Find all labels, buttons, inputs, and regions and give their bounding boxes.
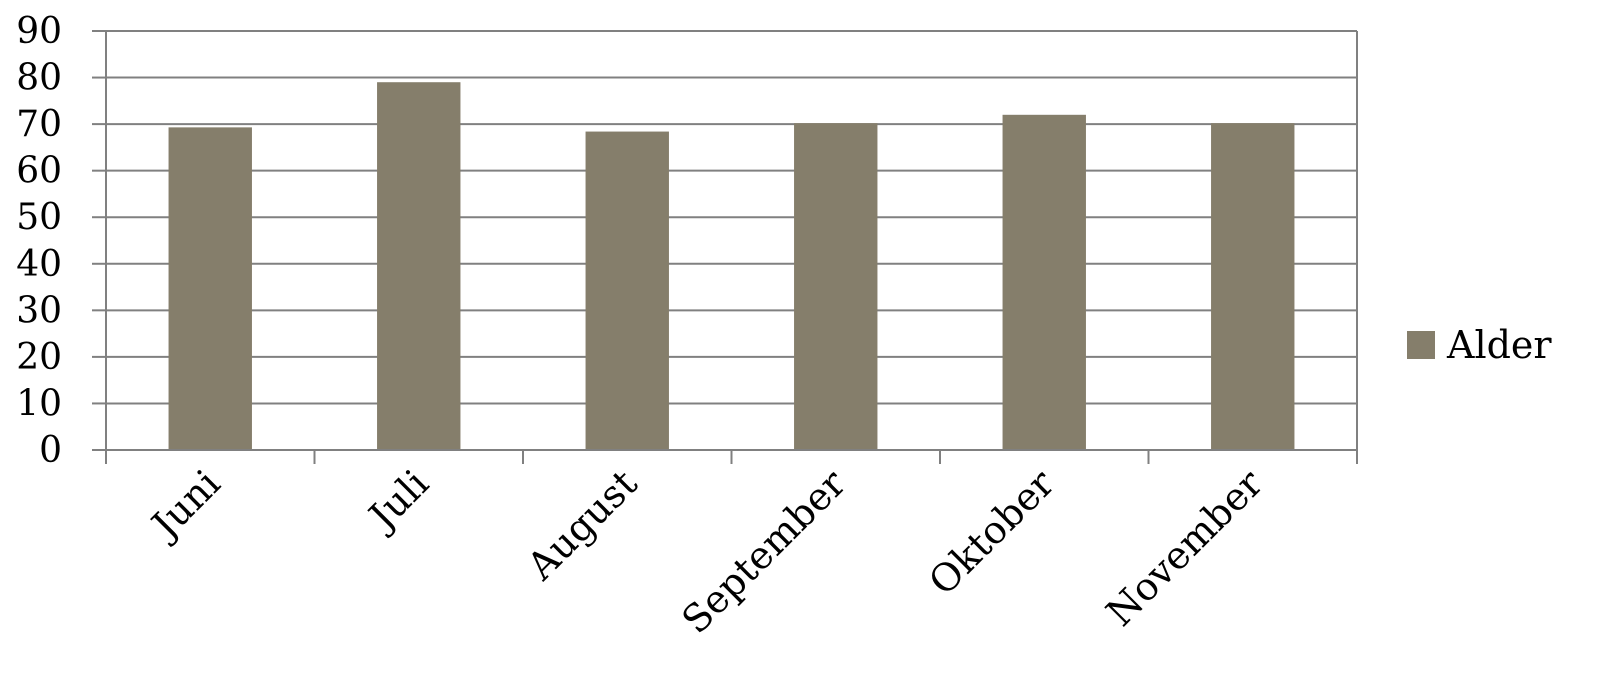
bars — [168, 82, 1295, 451]
y-tick-label: 30 — [16, 290, 62, 331]
grid-lines — [106, 30, 1358, 450]
y-tick-label: 50 — [16, 197, 62, 238]
axes — [92, 30, 1358, 464]
y-tick-label: 0 — [39, 430, 62, 471]
x-tick-label-juni: Juni — [141, 461, 229, 549]
bar-oktober — [1002, 114, 1086, 451]
x-tick-label-september: September — [673, 461, 854, 642]
legend-label-alder: Alder — [1446, 323, 1552, 367]
y-tick-label: 40 — [16, 244, 62, 285]
y-tick-label: 70 — [16, 104, 62, 145]
y-tick-label: 90 — [16, 11, 62, 52]
y-tick-label: 60 — [16, 151, 62, 192]
y-tick-label: 20 — [16, 337, 62, 378]
x-tick-label-juli: Juli — [358, 461, 437, 540]
bar-september — [794, 123, 878, 451]
x-tick-label-november: November — [1098, 461, 1272, 635]
bar-november — [1211, 123, 1295, 451]
legend-swatch-alder — [1407, 331, 1435, 359]
x-tick-label-august: August — [518, 461, 646, 589]
y-tick-label: 10 — [16, 383, 62, 424]
x-tick-labels: Juni Juli August September Oktober November — [141, 461, 1272, 642]
legend: Alder — [1407, 323, 1552, 367]
bar-august — [585, 131, 669, 450]
y-tick-labels: 0 10 20 30 40 50 60 70 80 90 — [16, 11, 62, 471]
y-tick-label: 80 — [16, 58, 62, 99]
bar-juni — [168, 127, 252, 451]
bar-juli — [377, 82, 461, 450]
x-tick-label-oktober: Oktober — [920, 461, 1063, 604]
